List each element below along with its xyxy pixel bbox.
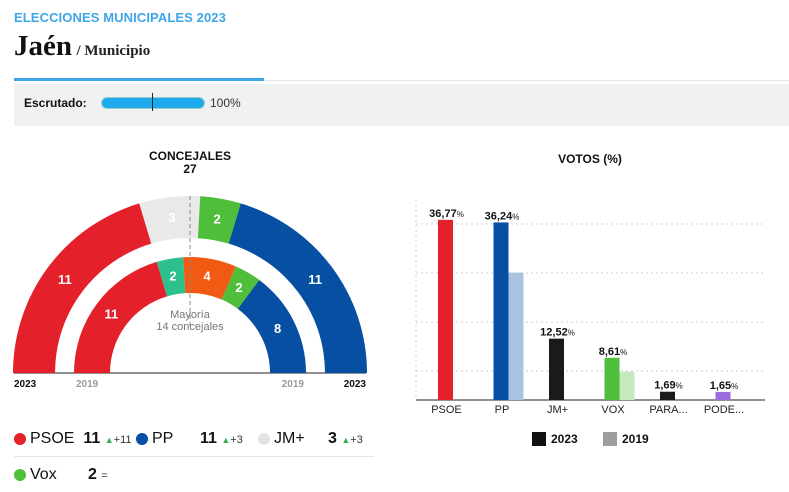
scrutiny-percent: 100%	[210, 96, 241, 110]
category-label: PP	[495, 404, 510, 416]
category-label: VOX	[601, 404, 625, 416]
title-divider	[264, 80, 789, 81]
inner-segment-pp	[237, 279, 306, 373]
legend-swatch-2023	[532, 432, 546, 446]
outer-segment-psoe	[13, 203, 152, 373]
legend-label-2023: 2023	[551, 432, 578, 446]
scrutiny-label: Escrutado:	[24, 96, 87, 110]
majority-seats: 14 concejales	[156, 321, 224, 333]
legend-change: +11	[113, 434, 132, 446]
year-label-outer-right: 2023	[344, 379, 367, 390]
outer-seat-label: 3	[168, 210, 175, 225]
legend-seats: 3	[328, 430, 337, 447]
category-label: PSOE	[431, 404, 462, 416]
legend-seats: 2	[88, 466, 97, 483]
legend-dot	[14, 469, 26, 481]
inner-seat-label: 2	[235, 280, 242, 295]
inner-segment-psoe	[74, 261, 168, 373]
outer-seat-label: 11	[308, 272, 322, 287]
inner-segment-ganemos	[183, 257, 236, 300]
outer-segment-pp	[228, 203, 367, 373]
year-label-outer-left: 2023	[14, 379, 37, 390]
year-legend-2019: 2019	[603, 432, 649, 446]
inner-segment-cs	[156, 257, 186, 297]
bar-2023-3	[604, 357, 620, 400]
bar-value-label: 36,24%	[485, 210, 520, 222]
city-name: Jaén	[14, 30, 72, 62]
seats-heading: CONCEJALES	[148, 149, 231, 163]
legend-item-vox: Vox	[14, 466, 57, 484]
bar-value-label: 8,61%	[599, 346, 628, 358]
year-label-inner-left: 2019	[76, 379, 99, 390]
bar-2019-1	[508, 272, 524, 400]
category-label: PODE...	[704, 404, 744, 416]
legend-swatch-2019	[603, 432, 617, 446]
legend-party: PSOE	[30, 430, 75, 447]
seats-title: CONCEJALES 27	[100, 150, 280, 176]
legend-seats: 11	[83, 430, 101, 447]
legend-dot	[258, 433, 270, 445]
legend-divider	[14, 456, 374, 457]
outer-segment-vox	[197, 196, 241, 244]
bar-2019-3	[619, 371, 635, 400]
legend-item-pp: PP	[136, 430, 173, 448]
kicker: ELECCIONES MUNICIPALES 2023	[14, 10, 226, 25]
legend-seats: 11	[200, 430, 217, 447]
bar-2023-0	[438, 219, 453, 400]
page-title: Jaén / Municipio	[14, 30, 150, 63]
scrutiny-midline	[152, 93, 153, 111]
votes-title: VOTOS (%)	[558, 152, 622, 166]
seats-hemicycle: 2023 2019 2019 2023 11 3 2 11 11 2 4 2 8 Mayoría1…	[13, 196, 367, 390]
inner-seat-label: 2	[169, 268, 176, 283]
legend-party: JM+	[274, 430, 305, 447]
legend-party: Vox	[30, 466, 57, 483]
subtitle: / Municipio	[76, 43, 151, 59]
scrutiny-bar: Escrutado: 100%	[14, 84, 789, 126]
inner-seat-label: 8	[274, 321, 281, 336]
year-legend-2023: 2023	[532, 432, 578, 446]
legend-item-psoe: PSOE 11 ▲+11	[14, 430, 132, 448]
bar-2023-4	[660, 391, 675, 400]
inner-segment-vox	[221, 266, 260, 309]
seats-total: 27	[183, 162, 197, 176]
legend-party: PP	[152, 430, 174, 447]
category-label: PARA...	[649, 404, 687, 416]
bar-value-label: 12,52%	[540, 327, 575, 339]
majority-label: Mayoría	[170, 309, 211, 321]
legend-dot	[14, 433, 26, 445]
legend-label-2019: 2019	[622, 432, 649, 446]
legend-change: =	[101, 470, 108, 482]
legend-change: +3	[230, 434, 243, 446]
scrutiny-progress	[101, 97, 205, 109]
legend-item-jm: JM+	[258, 430, 305, 448]
bar-value-label: 36,77%	[429, 208, 464, 220]
inner-seat-label: 4	[203, 268, 211, 283]
bar-value-label: 1,65%	[710, 380, 739, 392]
bar-value-label: 1,69%	[654, 380, 683, 392]
legend-change: +3	[350, 434, 363, 446]
legend-item-pp-seats: 11 ▲+3	[200, 430, 243, 448]
inner-seat-label: 11	[105, 306, 119, 321]
year-label-inner-right: 2019	[282, 379, 305, 390]
outer-segment-jm	[139, 196, 201, 244]
outer-seat-label: 2	[213, 211, 220, 226]
legend-item-vox-seats: 2 =	[88, 466, 108, 484]
title-rule	[14, 78, 264, 81]
bar-2023-1	[493, 222, 509, 400]
category-label: JM+	[547, 404, 568, 416]
legend-item-jm-seats: 3 ▲+3	[328, 430, 363, 448]
legend-dot	[136, 433, 148, 445]
bar-2023-5	[715, 391, 731, 400]
outer-seat-label: 11	[58, 272, 72, 287]
bar-2023-2	[549, 338, 564, 400]
up-arrow-icon: ▲	[341, 435, 351, 445]
up-arrow-icon: ▲	[221, 435, 231, 445]
votes-bar-chart: 36,77% PSOE 36,24% PP 12,52% JM+ 8,61% VOX 1,69%…	[415, 200, 765, 416]
up-arrow-icon: ▲	[104, 435, 114, 445]
